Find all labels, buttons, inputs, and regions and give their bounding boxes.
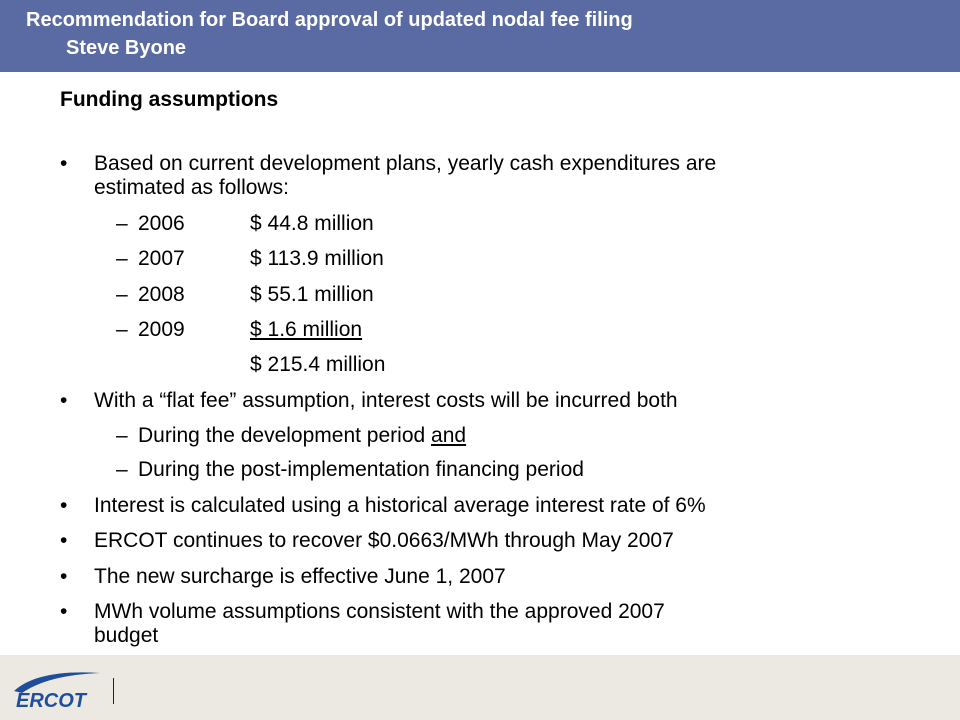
expenditure-amount: $ 113.9 million (250, 247, 384, 270)
expenditure-amount: $ 44.8 million (250, 212, 374, 235)
slide-title: Recommendation for Board approval of upd… (26, 9, 633, 31)
subbullet-development-period: During the development period and (138, 424, 466, 448)
expenditure-year: 2009 (138, 318, 185, 341)
bullet-text-volume-line1: MWh volume assumptions consistent with t… (94, 600, 665, 623)
subbullet-post-implementation: During the post-implementation financing… (138, 458, 584, 481)
dash-icon: – (116, 247, 128, 270)
expenditure-year: 2006 (138, 212, 185, 235)
bullet-icon: • (60, 565, 68, 588)
presenter-name: Steve Byone (66, 37, 187, 59)
expenditure-year: 2008 (138, 283, 185, 306)
expenditure-total: $ 215.4 million (250, 353, 386, 376)
bullet-icon: • (60, 529, 68, 552)
footer-divider (113, 678, 114, 704)
ercot-logo: ERCOT (14, 672, 100, 712)
expenditure-amount: $ 1.6 million (250, 318, 363, 341)
bullet-text-expenditures-line1: Based on current development plans, year… (94, 152, 717, 175)
bullet-icon: • (60, 389, 68, 412)
bullet-text-expenditures-line2: estimated as follows: (94, 176, 289, 199)
bullet-text-volume-line2: budget (94, 624, 159, 647)
dash-icon: – (116, 212, 128, 235)
footer-bar (0, 655, 960, 720)
bullet-icon: • (60, 494, 68, 517)
emphasis-and: and (431, 424, 467, 447)
logo-swoosh-icon (14, 672, 100, 693)
dash-icon: – (116, 424, 128, 447)
expenditure-amount: $ 55.1 million (250, 283, 374, 306)
bullet-text-interest-rate: Interest is calculated using a historica… (94, 494, 706, 517)
title-bar: Recommendation for Board approval of upd… (0, 0, 960, 72)
logo-text: ERCOT (16, 690, 88, 712)
dash-icon: – (116, 283, 128, 306)
section-heading: Funding assumptions (60, 88, 279, 111)
bullet-icon: • (60, 600, 68, 623)
bullet-text-recovery: ERCOT continues to recover $0.0663/MWh t… (94, 529, 674, 552)
expenditure-year: 2007 (138, 247, 185, 270)
bullet-icon: • (60, 152, 68, 175)
bullet-text-flat-fee: With a “flat fee” assumption, interest c… (94, 389, 678, 412)
dash-icon: – (116, 318, 128, 341)
subbullet-text: During the development period (138, 424, 432, 447)
bullet-text-surcharge: The new surcharge is effective June 1, 2… (94, 565, 506, 588)
dash-icon: – (116, 458, 128, 481)
